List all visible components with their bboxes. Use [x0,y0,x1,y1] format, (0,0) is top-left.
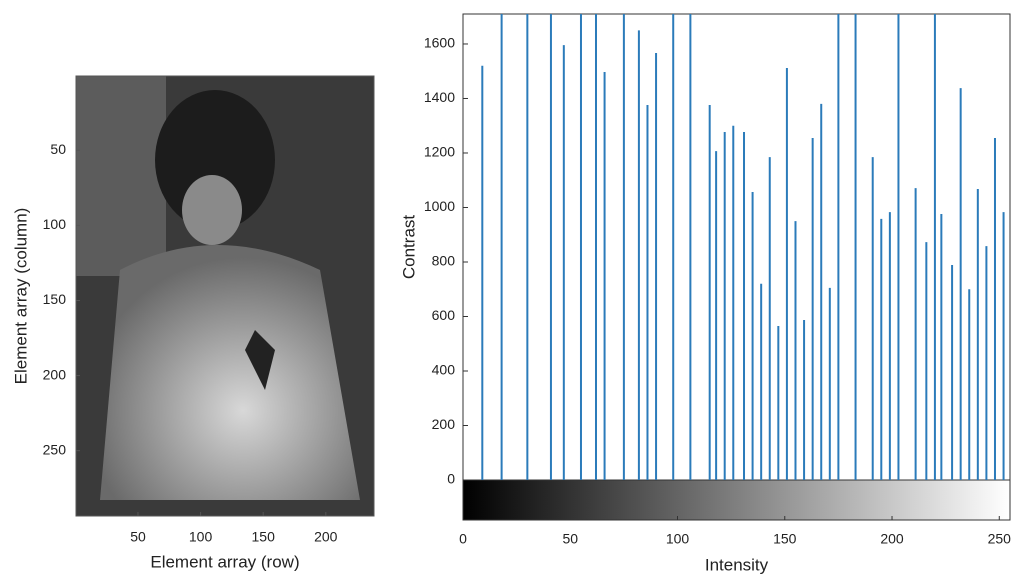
x-tick-label: 200 [314,529,338,545]
y-tick-label: 1400 [424,89,455,105]
y-axis-label: Contrast [399,215,418,280]
x-tick-label: 0 [459,531,467,547]
y-tick-label: 600 [432,307,456,323]
y-tick-label: 1200 [424,144,455,160]
x-tick-label: 100 [189,529,213,545]
x-axis-label: Intensity [705,555,769,574]
plot-frame [462,13,1011,481]
y-tick-label: 800 [432,253,456,269]
y-tick-label: 1000 [424,198,455,214]
x-axis-label: Element array (row) [150,552,299,571]
photo [76,76,374,516]
stems [481,14,1005,480]
y-tick-label: 250 [43,441,67,457]
y-tick-label: 0 [447,471,455,487]
x-tick-label: 200 [880,531,904,547]
x-tick-label: 150 [252,529,276,545]
x-tick-label: 100 [666,531,690,547]
colorbar [462,479,1011,521]
y-tick-label: 150 [43,291,67,307]
x-tick-label: 150 [773,531,797,547]
y-tick-label: 1600 [424,35,455,51]
y-tick-label: 200 [43,366,67,382]
y-tick-label: 100 [43,216,67,232]
y-tick-label: 200 [432,416,456,432]
x-tick-label: 250 [988,531,1012,547]
x-tick-label: 50 [130,529,146,545]
y-tick-label: 50 [50,141,66,157]
x-tick-label: 50 [562,531,578,547]
y-tick-label: 400 [432,362,456,378]
y-axis-label: Element array (column) [11,208,30,385]
image-frame [75,75,375,517]
